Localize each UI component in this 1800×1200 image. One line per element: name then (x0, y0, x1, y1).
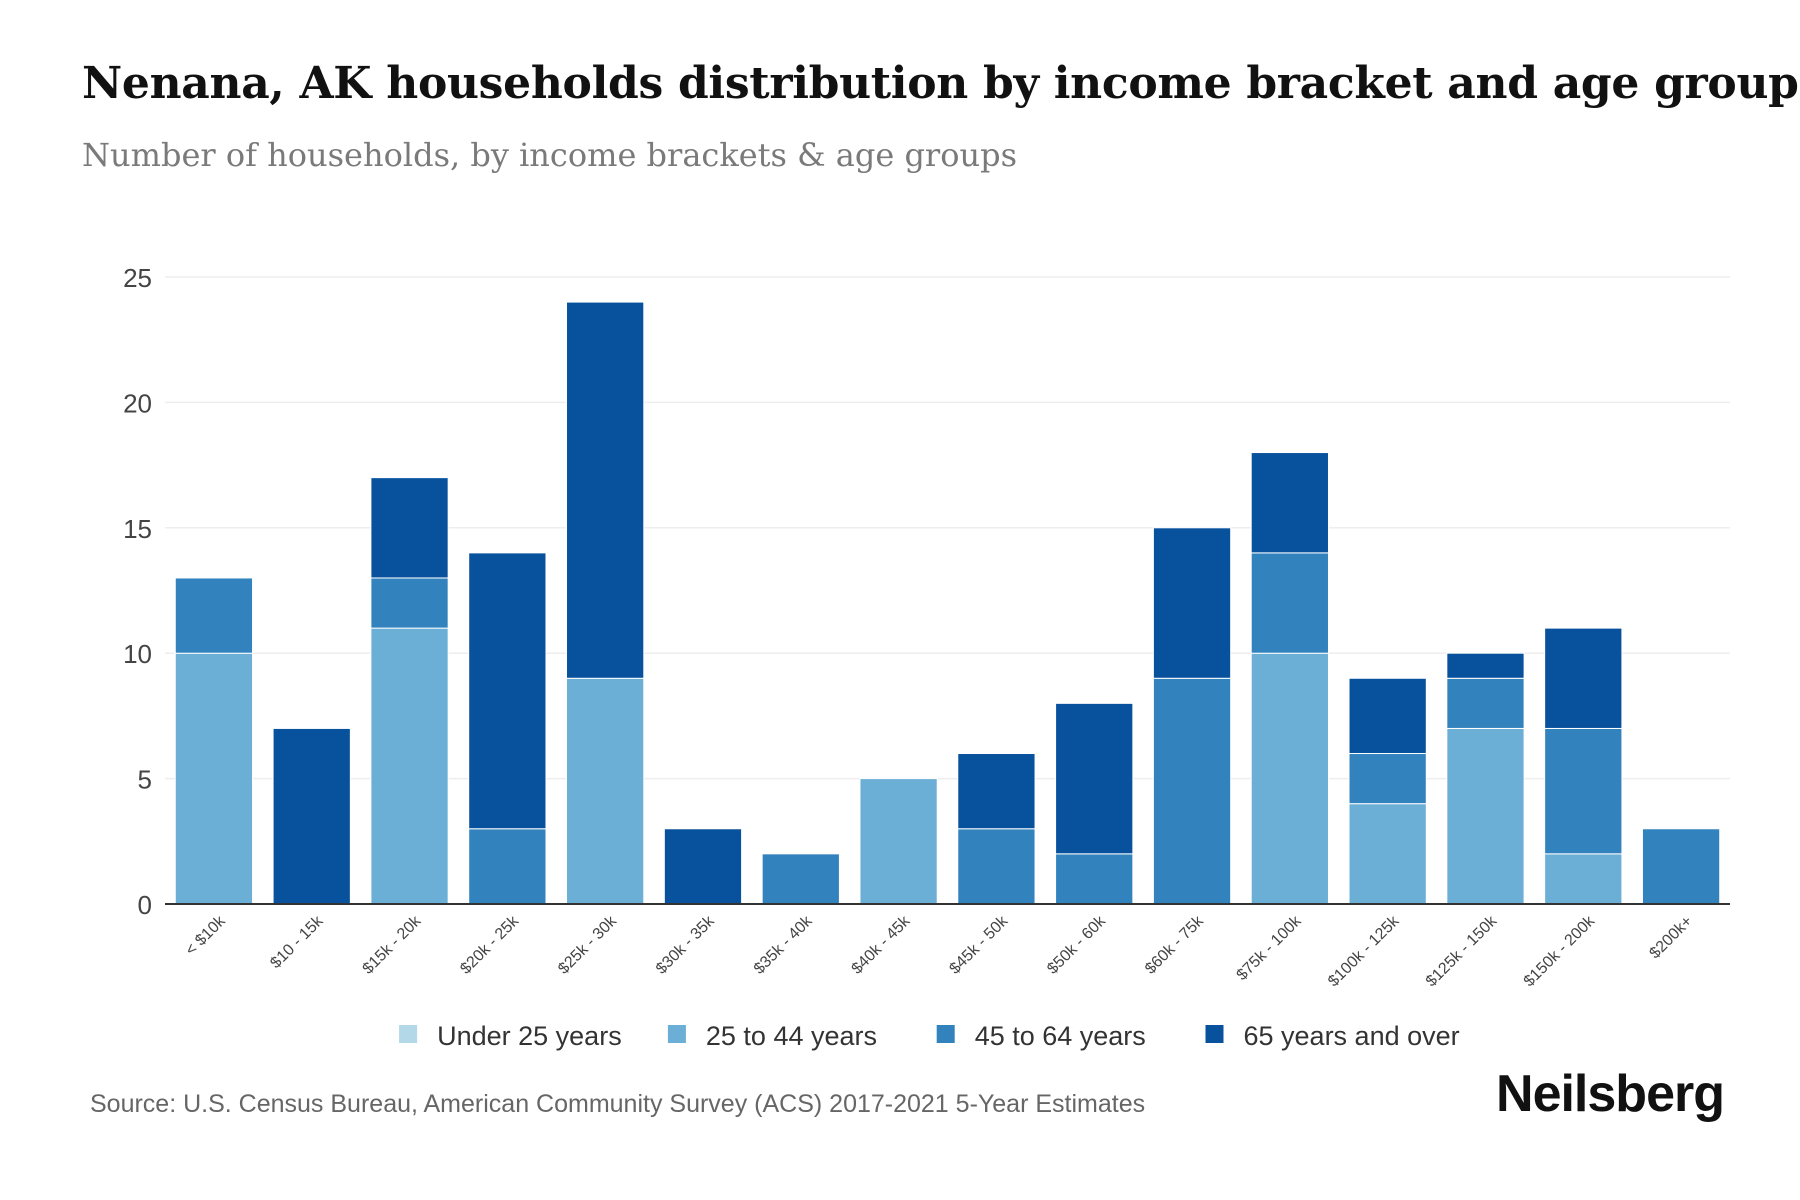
legend-label: 45 to 64 years (975, 1021, 1146, 1051)
bar-segment (761, 853, 840, 905)
bar-segment (370, 477, 449, 579)
y-tick-label: 25 (123, 263, 152, 293)
bar-segment (566, 677, 645, 905)
bar-segment (272, 727, 351, 905)
x-tick-label: $50k - 60k (1044, 912, 1110, 978)
legend-label: 25 to 44 years (706, 1021, 877, 1051)
y-tick-label: 5 (138, 765, 152, 795)
bar-segment (1544, 627, 1623, 729)
x-tick-label: $200k+ (1646, 913, 1695, 962)
x-tick-label: $10 - 15k (267, 912, 327, 972)
y-tick-label: 0 (138, 890, 152, 920)
y-tick-label: 20 (123, 388, 152, 418)
y-tick-label: 10 (123, 639, 152, 669)
x-tick-label: $25k - 30k (555, 912, 621, 978)
legend-swatch (936, 1025, 955, 1043)
bar-segment (370, 577, 449, 629)
source-note: Source: U.S. Census Bureau, American Com… (90, 1090, 1146, 1118)
x-tick-label: $35k - 40k (751, 912, 817, 978)
bars (174, 301, 1721, 905)
x-tick-label: < $10k (182, 912, 229, 959)
x-tick-label: $125k - 150k (1423, 912, 1501, 990)
bar-segment (468, 552, 547, 830)
bar-segment (1152, 527, 1232, 679)
chart-subtitle: Number of households, by income brackets… (82, 136, 1017, 174)
bar-segment (1641, 828, 1721, 905)
x-tick-label: $30k - 35k (653, 912, 719, 978)
bar-segment (566, 301, 645, 679)
x-tick-label: $60k - 75k (1142, 912, 1208, 978)
bar-segment (1250, 552, 1329, 654)
bar-segment (1544, 727, 1623, 855)
brand-logo: Neilsberg (1496, 1065, 1725, 1123)
bar-segment (1250, 652, 1329, 905)
x-tick-label: $75k - 100k (1234, 912, 1306, 984)
bar-segment (1152, 677, 1232, 905)
bar-segment (663, 828, 743, 905)
x-tick-label: $40k - 45k (849, 912, 915, 978)
bar-segment (174, 577, 254, 654)
x-tick-label: $15k - 20k (360, 912, 426, 978)
legend-label: 65 years and over (1244, 1021, 1460, 1051)
bar-segment (957, 753, 1036, 830)
x-tick-label: $100k - 125k (1325, 912, 1403, 990)
bar-segment (1055, 853, 1134, 905)
x-tick-label: $45k - 50k (946, 912, 1012, 978)
bar-segment (174, 652, 254, 905)
bar-segment (1348, 753, 1427, 805)
y-axis: 0 5 10 15 20 25 (123, 263, 152, 920)
y-tick-label: 15 (123, 514, 152, 544)
x-tick-label: $20k - 25k (457, 912, 523, 978)
legend-label: Under 25 years (437, 1021, 622, 1051)
bar-segment (1544, 853, 1623, 905)
legend-swatch (1205, 1025, 1224, 1043)
legend-swatch (399, 1025, 418, 1043)
chart-title: Nenana, AK households distribution by in… (82, 58, 1799, 109)
bar-segment (1250, 452, 1329, 554)
bar-segment (1446, 652, 1525, 679)
x-axis: < $10k $10 - 15k $15k - 20k $20k - 25k $25k … (165, 903, 1730, 990)
bar-segment (1348, 803, 1427, 905)
bar-segment (859, 778, 938, 905)
legend-swatch (667, 1025, 686, 1043)
bar-segment (468, 828, 547, 905)
legend: Under 25 years 25 to 44 years 45 to 64 yea… (399, 1021, 1460, 1051)
bar-segment (1446, 677, 1525, 729)
bar-segment (370, 627, 449, 905)
bar-segment (1055, 702, 1134, 855)
bar-segment (1446, 727, 1525, 905)
bar-segment (1348, 677, 1427, 755)
bar-segment (957, 828, 1036, 905)
x-tick-label: $150k - 200k (1521, 912, 1599, 990)
